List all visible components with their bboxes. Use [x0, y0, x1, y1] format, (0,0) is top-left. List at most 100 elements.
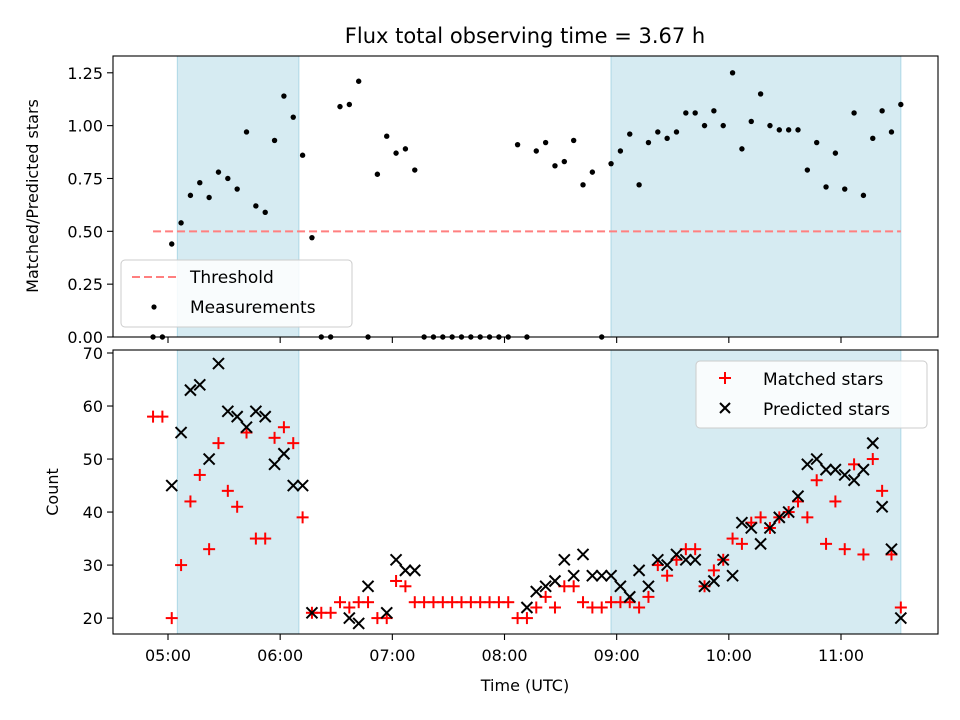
- measurement-point: [262, 209, 268, 215]
- measurement-point: [776, 127, 783, 133]
- y-tick-label: 1.25: [67, 64, 103, 83]
- measurement-point: [757, 91, 764, 97]
- legend-measurements-swatch: [151, 304, 157, 310]
- x-axis-label: Time (UTC): [480, 676, 569, 695]
- predicted-point: [632, 564, 646, 577]
- measurement-point: [673, 129, 680, 135]
- measurement-point: [402, 146, 409, 152]
- matched-point: [193, 468, 206, 481]
- shaded-interval: [610, 55, 902, 338]
- matched-point: [595, 601, 608, 614]
- matched-point: [343, 601, 356, 614]
- measurement-point: [234, 186, 240, 192]
- predicted-point: [847, 474, 861, 487]
- matched-point: [333, 596, 346, 609]
- predicted-point: [829, 463, 842, 476]
- predicted-point: [361, 580, 375, 593]
- predicted-point: [763, 521, 777, 535]
- matched-point: [567, 580, 580, 593]
- matched-point: [502, 596, 515, 609]
- predicted-point: [249, 405, 263, 418]
- predicted-point: [670, 548, 683, 561]
- predicted-point: [174, 426, 188, 439]
- x-tick-label: 11:00: [818, 646, 864, 665]
- measurement-point: [580, 182, 586, 188]
- top-y-axis-label: Matched/Predicted stars: [23, 99, 42, 293]
- predicted-point: [343, 611, 356, 625]
- legend-measurements-label: Measurements: [190, 298, 316, 318]
- matched-point: [390, 574, 403, 587]
- measurement-point: [795, 127, 801, 133]
- y-tick-label: 30: [83, 556, 103, 575]
- predicted-point: [894, 611, 908, 625]
- measurement-point: [215, 169, 222, 175]
- matched-point: [838, 543, 851, 556]
- predicted-point: [520, 601, 534, 614]
- matched-point: [829, 495, 842, 508]
- measurement-point: [197, 180, 203, 186]
- bottom-legend: Matched stars Predicted stars: [695, 360, 928, 429]
- legend-matched-swatch: [719, 372, 731, 384]
- measurement-point: [187, 192, 194, 199]
- measurement-point: [570, 137, 577, 144]
- matched-point: [707, 564, 720, 577]
- y-tick-label: 20: [83, 609, 103, 628]
- matched-point: [156, 410, 169, 423]
- y-tick-label: 0.50: [67, 222, 103, 241]
- measurement-point: [888, 129, 895, 135]
- shaded-interval: [176, 349, 300, 635]
- matched-point: [876, 484, 889, 497]
- measurement-point: [169, 241, 175, 247]
- matched-point: [212, 437, 225, 450]
- predicted-point: [745, 521, 758, 535]
- measurement-point: [281, 93, 287, 99]
- measurement-point: [636, 182, 642, 188]
- predicted-point: [717, 553, 730, 566]
- measurement-point: [393, 150, 399, 156]
- matched-point: [577, 596, 590, 609]
- matched-point: [259, 532, 272, 545]
- predicted-point: [688, 553, 702, 566]
- measurement-point: [720, 122, 726, 129]
- chart-title: Flux total observing time = 3.67 h: [345, 24, 705, 48]
- measurement-point: [692, 110, 698, 116]
- top-plot-frame: [112, 55, 939, 338]
- predicted-point: [819, 463, 833, 476]
- predicted-point: [707, 574, 721, 588]
- measurement-point: [253, 203, 259, 209]
- x-tick-label: 05:00: [145, 646, 191, 665]
- y-tick-label: 0.00: [67, 328, 103, 347]
- predicted-point: [240, 421, 253, 434]
- measurement-point: [739, 146, 745, 152]
- measurement-point: [729, 70, 736, 76]
- matched-point: [203, 543, 216, 556]
- predicted-point: [530, 585, 543, 598]
- matched-point: [735, 537, 748, 550]
- predicted-point: [651, 553, 665, 566]
- predicted-point: [268, 458, 281, 471]
- predicted-point: [698, 580, 711, 593]
- matched-point: [287, 437, 300, 450]
- predicted-point: [305, 606, 319, 619]
- predicted-point: [277, 447, 291, 460]
- predicted-point: [604, 569, 618, 582]
- predicted-point: [838, 468, 851, 482]
- predicted-point: [810, 452, 823, 466]
- matched-point: [866, 453, 879, 466]
- predicted-point: [408, 564, 421, 577]
- measurement-point: [645, 139, 652, 146]
- y-tick-label: 0.75: [67, 169, 103, 188]
- matched-point: [268, 431, 281, 444]
- measurement-point: [898, 101, 904, 108]
- measurement-point: [309, 234, 315, 241]
- matched-point: [165, 612, 178, 625]
- matched-point: [857, 548, 870, 561]
- y-tick-label: 0.25: [67, 275, 103, 294]
- predicted-point: [184, 383, 197, 397]
- measurement-point: [823, 184, 829, 190]
- predicted-point: [558, 553, 571, 566]
- matched-point: [231, 500, 244, 513]
- legend-matched-label: Matched stars: [763, 370, 883, 390]
- predicted-point: [875, 500, 889, 513]
- predicted-point: [679, 553, 693, 566]
